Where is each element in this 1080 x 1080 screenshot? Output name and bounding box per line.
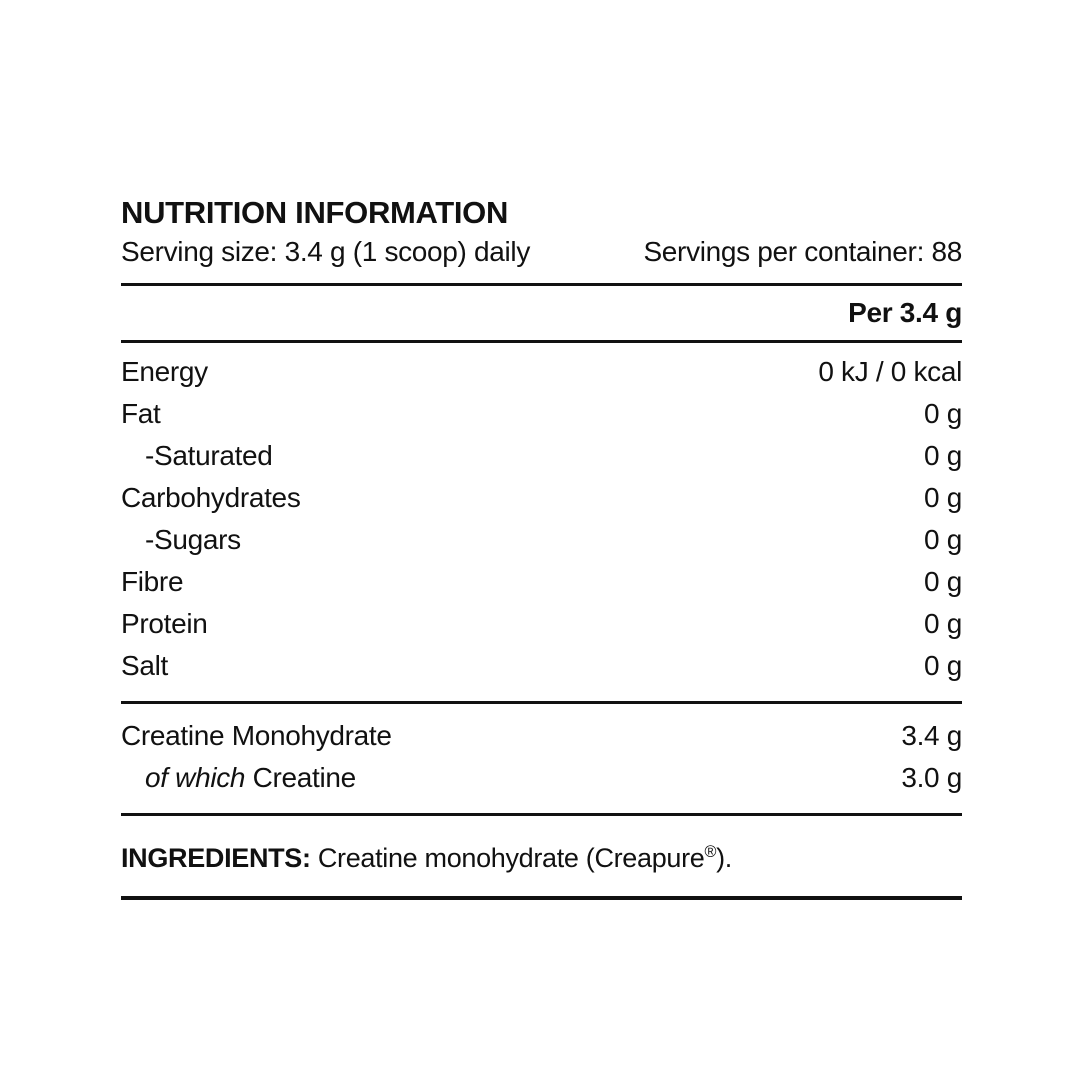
of-which-rest-text: Creatine	[245, 762, 357, 793]
serving-size-text: Serving size: 3.4 g (1 scoop) daily	[121, 236, 531, 267]
table-row-protein: Protein 0 g	[121, 603, 962, 645]
nutrient-label: Carbohydrates	[121, 482, 301, 513]
nutrient-label: of which Creatine	[121, 757, 356, 799]
divider-above-actives	[121, 701, 962, 704]
divider-top	[121, 283, 962, 286]
table-row-of-which-creatine: of which Creatine 3.0 g	[121, 757, 962, 799]
table-row-saturated: -Saturated 0 g	[121, 435, 962, 477]
nutrient-table: Energy 0 kJ / 0 kcal Fat 0 g -Saturated …	[121, 343, 962, 701]
nutrient-label: Creatine Monohydrate	[121, 720, 392, 751]
ingredients-text-end: ).	[716, 843, 732, 873]
table-row-fat: Fat 0 g	[121, 393, 962, 435]
nutrient-value: 0 g	[924, 524, 962, 555]
nutrient-value: 3.0 g	[901, 762, 962, 793]
column-header-per-serving: Per 3.4 g	[848, 297, 962, 328]
nutrient-label: Salt	[121, 650, 168, 681]
divider-above-ingredients	[121, 813, 962, 816]
servings-per-container-text: Servings per container: 88	[643, 236, 962, 267]
nutrient-label: Fat	[121, 398, 161, 429]
nutrient-value: 0 g	[924, 398, 962, 429]
ingredients-text: Creatine monohydrate (Creapure	[310, 843, 705, 873]
table-row-creatine-monohydrate: Creatine Monohydrate 3.4 g	[121, 715, 962, 757]
of-which-italic-text: of which	[145, 762, 246, 793]
nutrient-value: 0 g	[924, 650, 962, 681]
actives-section: Creatine Monohydrate 3.4 g of which Crea…	[121, 704, 962, 813]
divider-under-header	[121, 340, 962, 343]
divider-bottom	[121, 896, 962, 900]
nutrient-value: 0 g	[924, 440, 962, 471]
ingredients-line: INGREDIENTS: Creatine monohydrate (Creap…	[121, 831, 962, 879]
nutrient-label: Protein	[121, 608, 208, 639]
registered-trademark-symbol: ®	[704, 843, 717, 861]
nutrient-value: 0 g	[924, 608, 962, 639]
ingredients-heading: INGREDIENTS:	[121, 843, 311, 873]
serving-info-row: Serving size: 3.4 g (1 scoop) daily Serv…	[121, 233, 962, 271]
nutrient-value: 0 g	[924, 566, 962, 597]
nutrition-label-title: NUTRITION INFORMATION	[121, 195, 509, 230]
nutrient-label: Fibre	[121, 566, 184, 597]
table-row-sugars: -Sugars 0 g	[121, 519, 962, 561]
nutrient-value: 3.4 g	[901, 720, 962, 751]
nutrient-label: -Saturated	[145, 440, 273, 471]
nutrient-value: 0 kJ / 0 kcal	[818, 356, 962, 387]
table-row-energy: Energy 0 kJ / 0 kcal	[121, 351, 962, 393]
nutrient-value: 0 g	[924, 482, 962, 513]
nutrient-label: -Sugars	[145, 524, 241, 555]
nutrient-label: Energy	[121, 356, 208, 387]
table-row-carbohydrates: Carbohydrates 0 g	[121, 477, 962, 519]
table-row-salt: Salt 0 g	[121, 645, 962, 687]
table-row-fibre: Fibre 0 g	[121, 561, 962, 603]
nutrition-label: NUTRITION INFORMATION Serving size: 3.4 …	[121, 196, 962, 900]
